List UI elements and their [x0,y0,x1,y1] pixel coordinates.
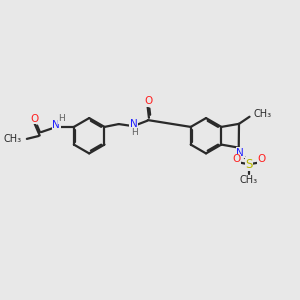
Text: H: H [132,128,138,137]
Text: CH₃: CH₃ [240,175,258,185]
Text: O: O [232,154,241,164]
Text: O: O [144,96,152,106]
Text: O: O [30,114,39,124]
Text: O: O [258,154,266,164]
Text: N: N [130,119,137,129]
Text: S: S [245,158,253,171]
Text: N: N [236,148,244,158]
Text: CH₃: CH₃ [4,134,22,144]
Text: H: H [58,114,65,123]
Text: CH₃: CH₃ [253,109,272,119]
Text: N: N [52,120,60,130]
